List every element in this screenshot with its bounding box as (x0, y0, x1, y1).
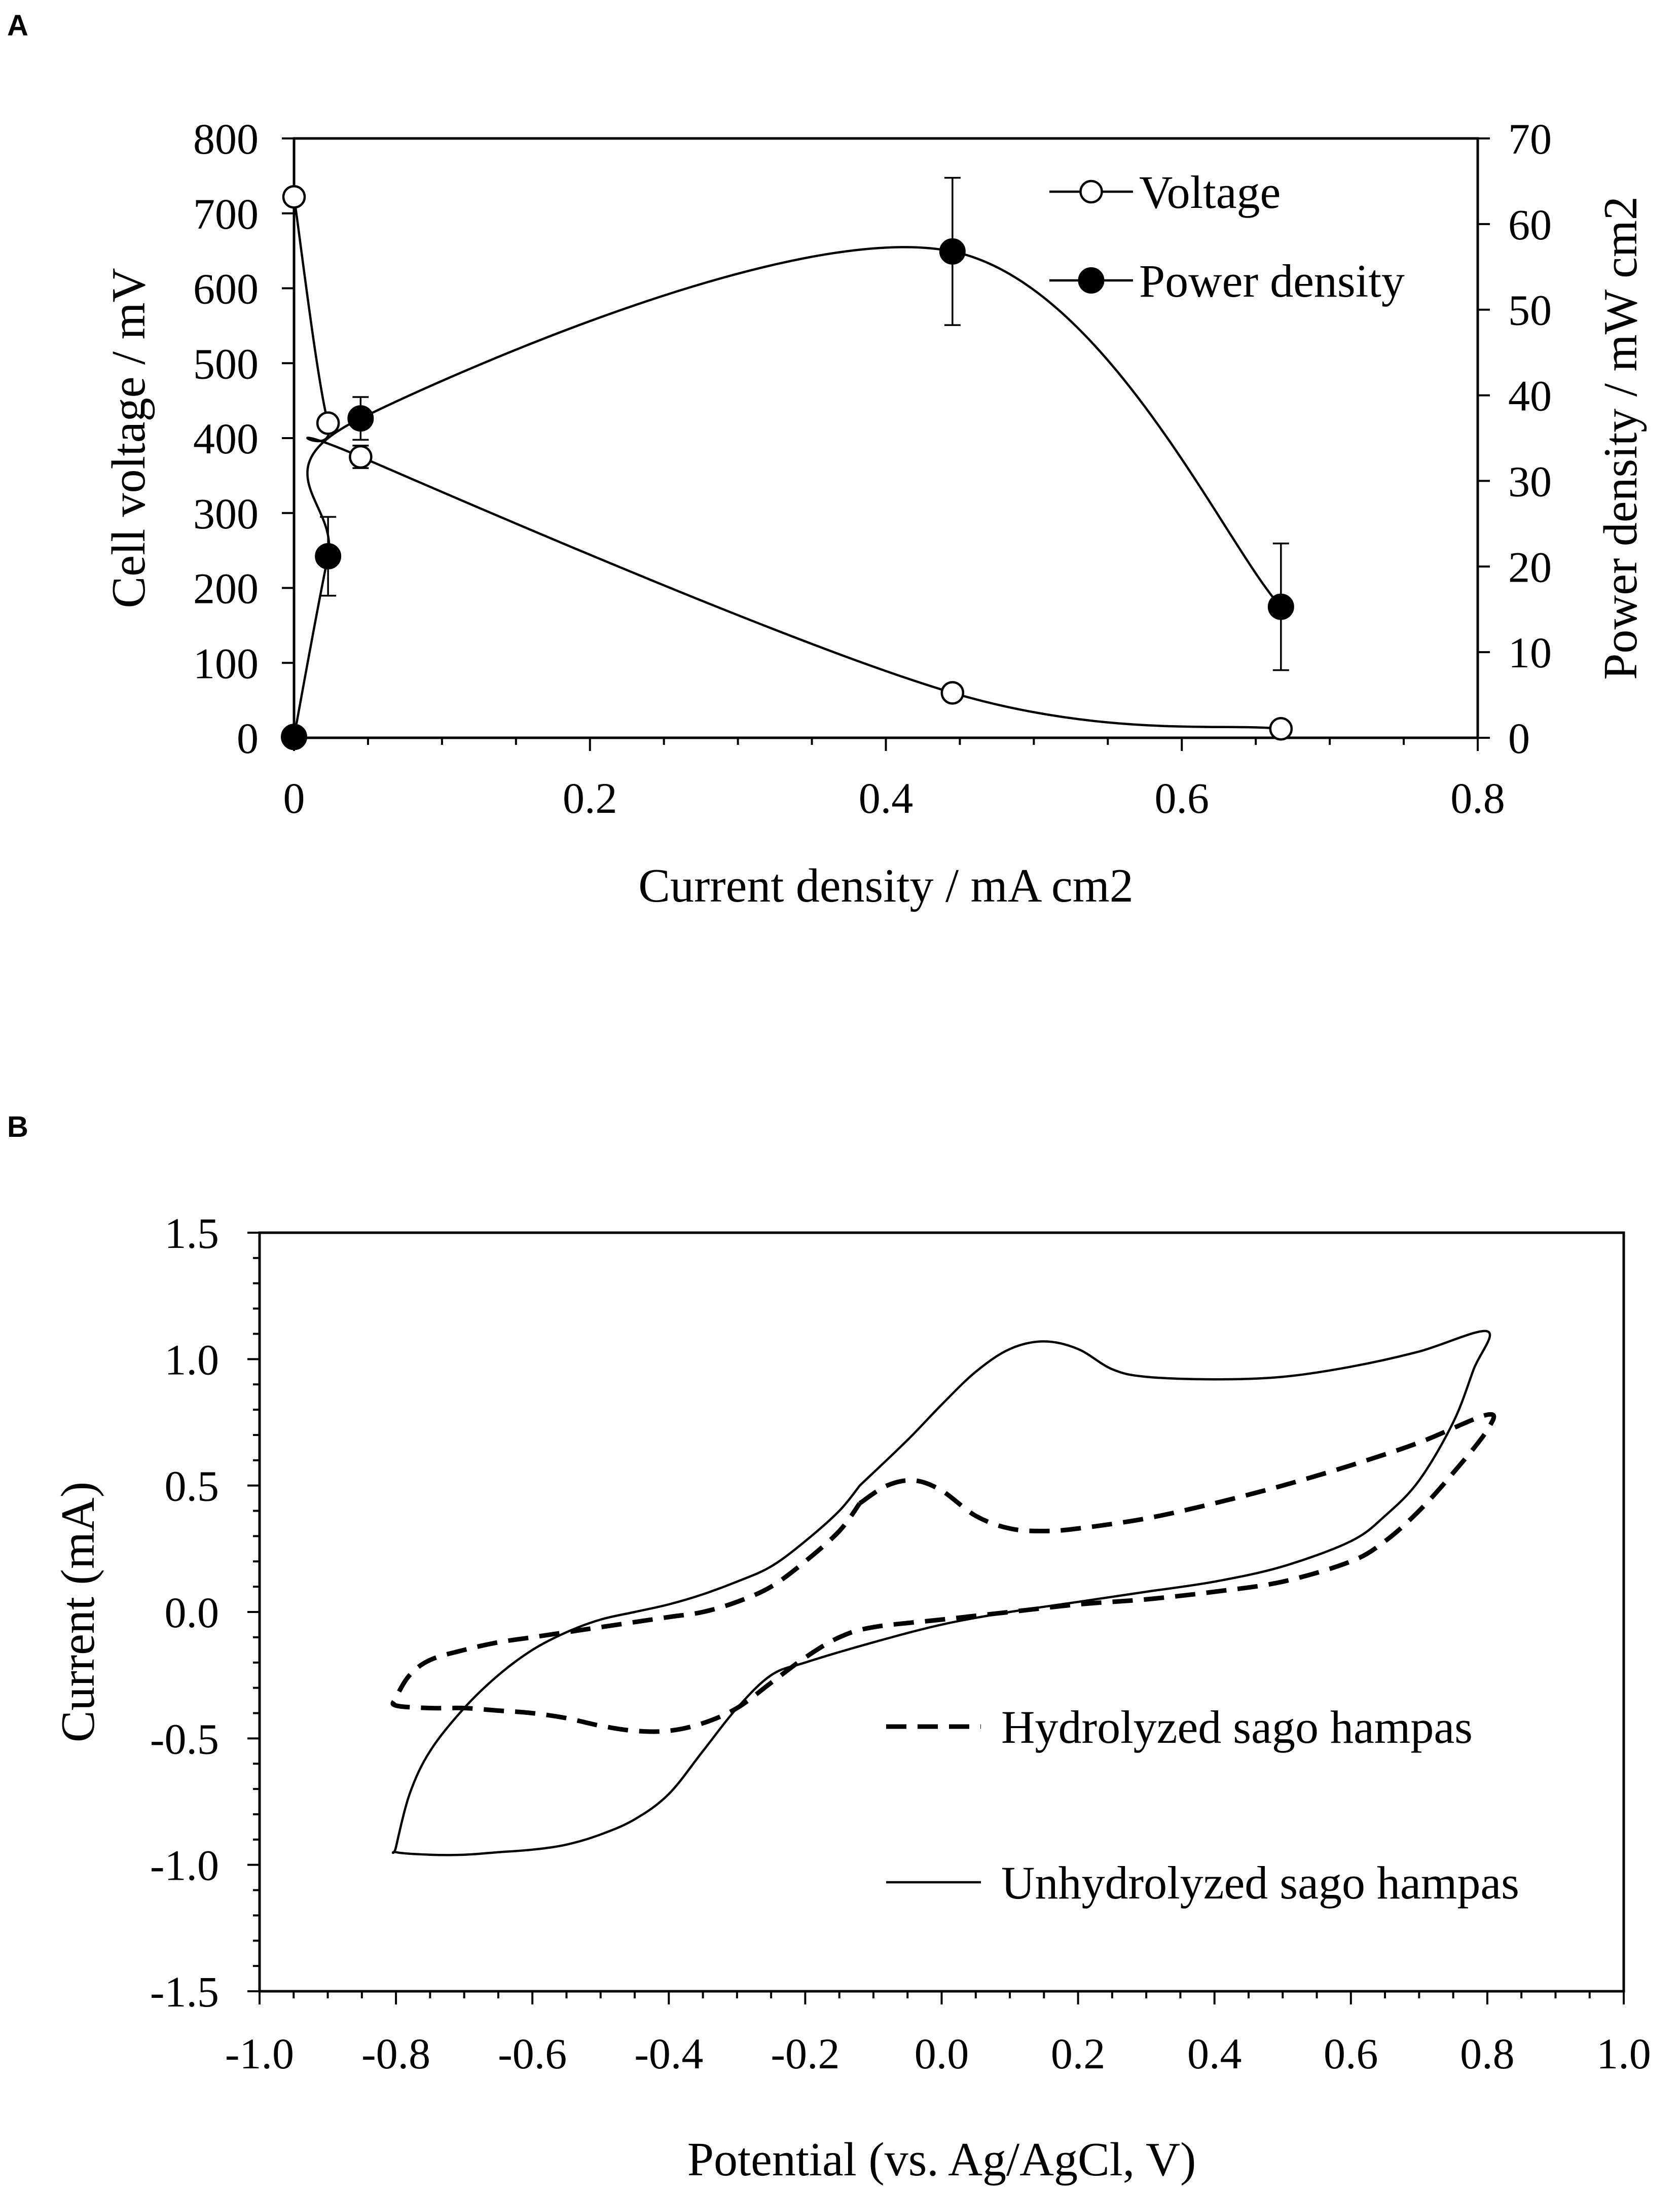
x-tick-label: 0 (283, 774, 305, 822)
x-tick-label: -0.6 (498, 2029, 567, 2078)
y2-tick-label: 60 (1508, 200, 1552, 249)
x-tick-label: -0.2 (771, 2029, 839, 2078)
voltage-point (282, 185, 306, 209)
x-tick-label: 0.2 (1051, 2029, 1106, 2078)
voltage-point (940, 681, 965, 705)
y2-tick-label: 40 (1508, 372, 1552, 420)
power-density-point (1267, 593, 1294, 620)
power-density-point (281, 724, 307, 750)
y-tick-label: 1.0 (165, 1335, 220, 1384)
power-density-point (347, 405, 374, 432)
x-tick-label: 0.6 (1155, 774, 1210, 822)
y-tick-label: 1.5 (165, 1209, 220, 1258)
y2-tick-label: 0 (1508, 714, 1530, 763)
panel-label-b: B (7, 1110, 28, 1143)
y-tick-label: 500 (193, 339, 259, 388)
y-tick-label: -0.5 (150, 1714, 219, 1763)
y-tick-label: 0.0 (165, 1588, 220, 1637)
x-tick-label: -0.8 (361, 2029, 430, 2078)
y2-tick-label: 70 (1508, 115, 1552, 163)
y2-tick-label: 30 (1508, 457, 1552, 506)
unhydrolyzed-cv-curve (391, 1330, 1491, 1856)
x-tick-label: 0.2 (563, 774, 617, 822)
y-tick-label: -1.0 (150, 1841, 219, 1890)
chart-b: -1.0 -0.8 -0.6 -0.4 -0.2 0.0 0.2 0.4 0.6 0.8 1.0 -1… (52, 1209, 1651, 2186)
power-density-point (939, 238, 966, 265)
y2-axis-title: Power density / mW cm2 (1594, 196, 1647, 680)
y-tick-label: 0.5 (165, 1462, 220, 1511)
voltage-point (316, 411, 340, 435)
y-axis-title: Cell voltage / mV (102, 268, 155, 608)
y-tick-label: 300 (193, 489, 259, 538)
x-tick-label: -1.0 (225, 2029, 294, 2078)
y-tick-label: 700 (193, 190, 259, 238)
x-tick-label: 0.0 (915, 2029, 969, 2078)
panel-label-a: A (7, 9, 28, 42)
y-tick-label: 100 (193, 639, 259, 688)
voltage-point (1269, 717, 1293, 741)
legend-label-power-density: Power density (1139, 255, 1405, 307)
chart-a: 0 0.2 0.4 0.6 0.8010020030040050060070080001… (102, 115, 1647, 912)
y2-tick-label: 50 (1508, 286, 1552, 335)
y-tick-label: -1.5 (150, 1967, 219, 2016)
x-tick-label: 0.8 (1450, 774, 1505, 822)
x-tick-label: 0.8 (1460, 2029, 1515, 2078)
x-tick-label: 1.0 (1596, 2029, 1651, 2078)
legend-label-hydrolyzed: Hydrolyzed sago hampas (1001, 1701, 1473, 1753)
voltage-curve (293, 196, 1282, 730)
legend-label-voltage: Voltage (1139, 166, 1281, 218)
hydrolyzed-cv-curve (390, 1412, 1496, 1734)
x-axis-title: Current density / mA cm2 (638, 859, 1133, 912)
y-tick-label: 400 (193, 414, 259, 463)
legend-marker-power-density (1078, 267, 1105, 294)
legend-marker-voltage (1079, 180, 1103, 204)
y-tick-label: 800 (193, 115, 259, 163)
y2-tick-label: 20 (1508, 543, 1552, 591)
y-tick-label: 0 (237, 714, 259, 763)
x-axis-title: Potential (vs. Ag/AgCl, V) (687, 2133, 1196, 2186)
y-tick-label: 600 (193, 265, 259, 313)
y-axis-title: Current (mA) (52, 1482, 104, 1742)
voltage-point (349, 445, 373, 469)
power-density-point (315, 543, 342, 570)
y2-tick-label: 10 (1508, 628, 1552, 677)
x-tick-label: -0.4 (634, 2029, 703, 2078)
x-tick-label: 0.4 (1187, 2029, 1242, 2078)
y-tick-label: 200 (193, 564, 259, 613)
x-tick-label: 0.6 (1324, 2029, 1378, 2078)
x-tick-label: 0.4 (859, 774, 914, 822)
legend-label-unhydrolyzed: Unhydrolyzed sago hampas (1001, 1857, 1519, 1909)
plot-frame (293, 137, 1479, 739)
